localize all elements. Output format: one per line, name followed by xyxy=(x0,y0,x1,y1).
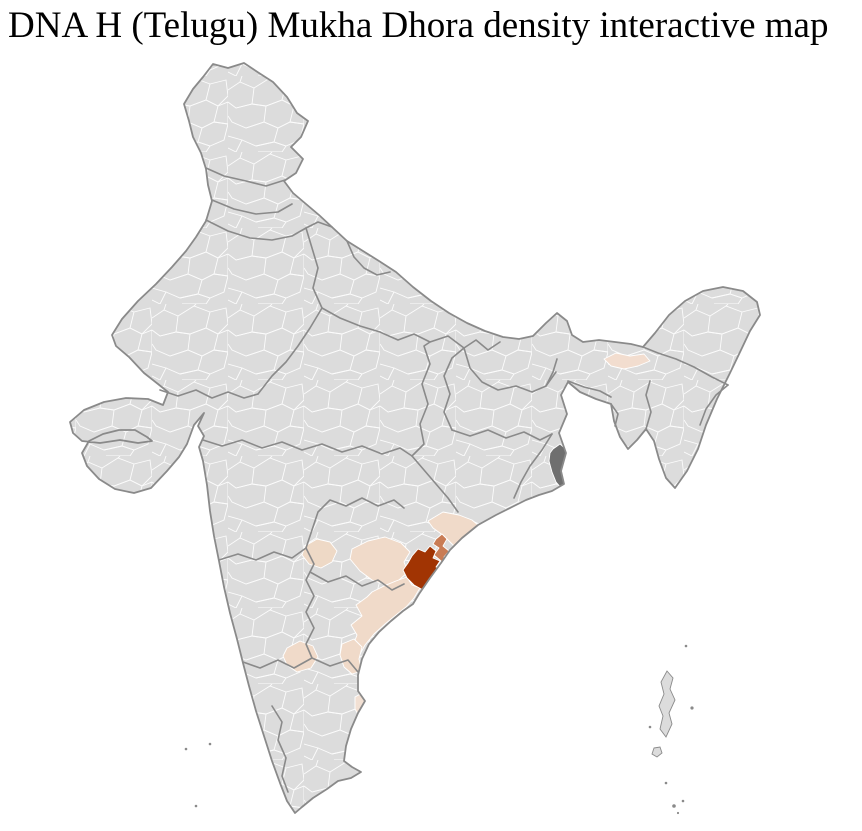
state-border-line xyxy=(205,219,333,241)
state-border-line xyxy=(463,347,557,393)
state-border-line xyxy=(411,455,459,513)
state-border-line xyxy=(443,347,465,431)
state-border-line xyxy=(159,389,259,399)
state-border-line xyxy=(205,167,286,187)
state-border-line xyxy=(513,433,553,499)
state-border-line xyxy=(257,307,323,395)
state-border-line xyxy=(545,358,558,387)
state-border-line xyxy=(242,657,313,669)
state-border-line xyxy=(211,199,293,215)
state-border-line xyxy=(305,227,323,309)
region-low-inland-southwest-patch[interactable] xyxy=(282,640,319,673)
state-border-line xyxy=(271,705,289,793)
state-border-line xyxy=(642,346,729,386)
state-border-line xyxy=(645,380,652,430)
state-border-line xyxy=(202,439,413,457)
state-border-line xyxy=(346,240,391,276)
page-title: DNA H (Telugu) Mukha Dhora density inter… xyxy=(8,5,829,46)
andaman-islands xyxy=(658,670,676,738)
island-dots xyxy=(184,644,694,815)
state-borders xyxy=(159,167,729,793)
state-border-line xyxy=(463,339,501,351)
andaman-island-small xyxy=(651,746,663,758)
state-border-line xyxy=(309,571,405,591)
state-border-line xyxy=(321,307,465,349)
state-border-line xyxy=(411,341,431,457)
state-border-line xyxy=(610,403,619,427)
state-border-line xyxy=(218,547,307,561)
state-border-line xyxy=(305,497,405,549)
state-border-line xyxy=(451,429,553,441)
state-border-line xyxy=(699,384,729,426)
region-low-inland-north-patch[interactable] xyxy=(301,538,338,569)
state-border-line xyxy=(311,657,359,673)
island-groups xyxy=(184,644,694,815)
state-border-line xyxy=(567,380,612,398)
coastline-outline xyxy=(69,62,761,814)
state-border-line xyxy=(305,547,315,659)
region-low-northeast-valley-patch[interactable] xyxy=(603,352,651,370)
